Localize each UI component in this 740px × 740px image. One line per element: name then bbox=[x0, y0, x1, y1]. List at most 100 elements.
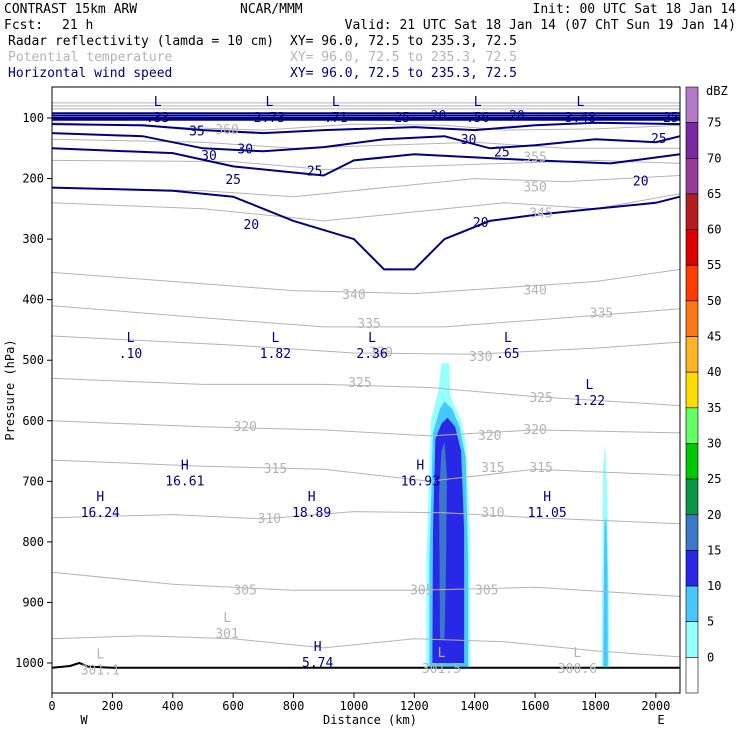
colorbar-swatch bbox=[685, 514, 699, 551]
wind-contour-label: 25 bbox=[225, 173, 241, 188]
colorbar-swatch bbox=[685, 193, 699, 230]
theta-contour-line bbox=[51, 571, 681, 597]
x-tick-label: 0 bbox=[48, 699, 55, 713]
wind-contour-lines bbox=[51, 112, 681, 271]
x-tick-label: 1000 bbox=[339, 699, 368, 713]
wind-contour-label: 30 bbox=[237, 142, 253, 157]
y-tick-label: 800 bbox=[22, 535, 44, 549]
field-xy-theta: XY= 96.0, 72.5 to 235.3, 72.5 bbox=[290, 50, 517, 65]
wind-extremum-letter: L bbox=[127, 331, 135, 346]
wind-extremum-value: 2.73 bbox=[254, 111, 285, 126]
wind-extremum-letter: L bbox=[272, 331, 280, 346]
y-tick-label: 100 bbox=[22, 111, 44, 125]
colorbar-level-label: 70 bbox=[707, 151, 721, 165]
colorbar-swatch bbox=[685, 407, 699, 444]
x-tick-label: 200 bbox=[102, 699, 124, 713]
field-xy-wind: XY= 96.0, 72.5 to 235.3, 72.5 bbox=[290, 66, 517, 81]
wind-extremum-value: 3.48 bbox=[565, 111, 596, 126]
theta-contour-lines bbox=[51, 102, 681, 658]
plot-area: 360 355 350 345 340 340 335 335 330 330 325 325 320 3… bbox=[51, 86, 681, 694]
fcst-value: 21 h bbox=[62, 18, 93, 33]
theta-contour-label: 340 bbox=[342, 288, 365, 303]
colorbar-unit: dBZ bbox=[706, 84, 728, 98]
colorbar-level-label: 35 bbox=[707, 401, 721, 415]
theta-contour-line bbox=[51, 159, 681, 171]
theta-contour-label: 315 bbox=[529, 461, 552, 476]
x-end-west: W bbox=[80, 713, 88, 727]
field-label-wind: Horizontal wind speed bbox=[8, 66, 172, 81]
colorbar-level-label: 30 bbox=[707, 436, 721, 450]
theta-contour-line bbox=[51, 175, 681, 198]
colorbar-swatch bbox=[685, 86, 699, 123]
wind-contour-label: 25 bbox=[394, 111, 410, 126]
wind-extremum-letter: H bbox=[96, 490, 104, 505]
wind-extremum-value: .33 bbox=[146, 111, 169, 126]
wind-extremum-value: 5.74 bbox=[302, 656, 333, 671]
wind-extremum-letter: H bbox=[308, 490, 316, 505]
theta-contour-line bbox=[51, 305, 681, 328]
wind-extremum-value: 11.05 bbox=[528, 506, 567, 521]
wind-contour-line bbox=[51, 147, 681, 177]
y-tick-label: 700 bbox=[22, 474, 44, 488]
theta-contour-label: 320 bbox=[233, 420, 256, 435]
colorbar-swatch bbox=[685, 443, 699, 480]
theta-extremum-letter: L bbox=[573, 646, 581, 661]
theta-extremum-value: 301 bbox=[215, 627, 238, 642]
field-xy-reflectivity: XY= 96.0, 72.5 to 235.3, 72.5 bbox=[290, 34, 517, 49]
theta-contour-line bbox=[51, 138, 680, 149]
colorbar-level-label: 25 bbox=[707, 472, 721, 486]
fcst-label: Fcst: bbox=[4, 18, 43, 33]
wind-contour-line bbox=[51, 132, 681, 153]
colorbar-level-label: 5 bbox=[707, 615, 714, 629]
terrain-line bbox=[51, 661, 680, 669]
wind-contour-label: 20 bbox=[431, 109, 447, 124]
theta-contour-line bbox=[51, 420, 681, 437]
colorbar-level-label: 60 bbox=[707, 223, 721, 237]
theta-contour-labels: 360 355 350 345 340 340 335 335 330 330 325 325 320 3… bbox=[215, 123, 613, 598]
theta-extremum-letter: L bbox=[223, 611, 231, 626]
wind-extremum-value: .71 bbox=[324, 111, 347, 126]
theta-contour-label: 355 bbox=[523, 150, 546, 165]
wind-extremum-value: 16.93 bbox=[401, 474, 440, 489]
wind-extremum-letter: L bbox=[265, 95, 273, 110]
colorbar-swatch bbox=[685, 122, 699, 159]
field-label-theta: Potential temperature bbox=[8, 50, 173, 65]
theta-contour-label: 305 bbox=[233, 583, 256, 598]
theta-contour-label: 330 bbox=[469, 350, 492, 365]
theta-contour-line bbox=[51, 335, 681, 355]
x-tick-label: 1200 bbox=[400, 699, 429, 713]
wind-extremum-letter: L bbox=[154, 95, 162, 110]
wind-contour-label: 30 bbox=[461, 133, 477, 148]
colorbar-swatch bbox=[685, 336, 699, 373]
wind-contour-label: 20 bbox=[243, 218, 259, 233]
wind-extremum-value: 16.61 bbox=[165, 474, 204, 489]
x-tick-label: 600 bbox=[222, 699, 244, 713]
wind-extremum-value: 1.22 bbox=[574, 394, 605, 409]
colorbar-swatch bbox=[685, 300, 699, 337]
wind-contour-label: 25 bbox=[651, 132, 667, 147]
wind-contour-label: 25 bbox=[494, 146, 510, 161]
x-tick-label: 1400 bbox=[460, 699, 489, 713]
colorbar-level-label: 50 bbox=[707, 294, 721, 308]
theta-contour-label: 305 bbox=[410, 583, 433, 598]
y-tick-label: 400 bbox=[22, 293, 44, 307]
x-tick-label: 400 bbox=[162, 699, 184, 713]
theta-extremum-letter: L bbox=[96, 647, 104, 662]
theta-contour-label: 305 bbox=[475, 583, 498, 598]
wind-extremum-letter: L bbox=[586, 378, 594, 393]
x-tick-label: 1800 bbox=[581, 699, 610, 713]
theta-contour-label: 325 bbox=[529, 391, 552, 406]
colorbar-level-label: 65 bbox=[707, 187, 721, 201]
wind-contour-line bbox=[51, 186, 681, 271]
center-title: NCAR/MMM bbox=[240, 2, 303, 17]
theta-contour-label: 345 bbox=[529, 207, 552, 222]
wind-extremum-value: .56 bbox=[466, 111, 489, 126]
wind-extremum-letter: H bbox=[416, 458, 424, 473]
init-time: Init: 00 UTC Sat 18 Jan 14 bbox=[533, 2, 737, 17]
wind-extremum-letter: H bbox=[314, 640, 322, 655]
colorbar-swatch bbox=[685, 371, 699, 409]
wind-extremum-value: .65 bbox=[496, 347, 519, 362]
theta-contour-label: 315 bbox=[264, 462, 287, 477]
y-tick-label: 900 bbox=[22, 595, 44, 609]
wind-extremum-letter: L bbox=[576, 95, 584, 110]
